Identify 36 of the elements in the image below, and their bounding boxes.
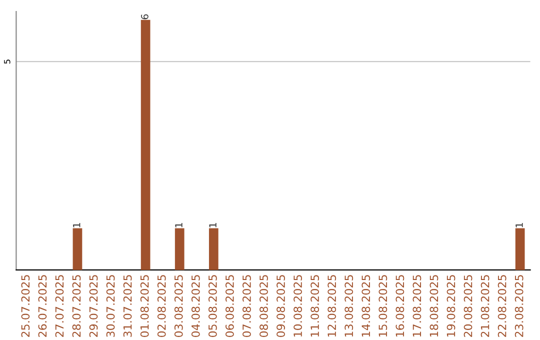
x-tick-label: 25.07.2025 xyxy=(21,275,30,337)
x-tick-label: 18.08.2025 xyxy=(430,275,438,337)
x-tick-label: 01.08.2025 xyxy=(140,275,149,338)
x-tick-label: 20.08.2025 xyxy=(464,275,472,337)
x-tick-label: 12.08.2025 xyxy=(328,275,336,337)
x-tick-label: 29.07.2025 xyxy=(89,275,98,337)
x-tick-label: 27.07.2025 xyxy=(55,275,64,337)
x-tick-label: 10.08.2025 xyxy=(294,275,302,337)
x-tick-label: 21.08.2025 xyxy=(480,275,490,337)
x-tick-label: 14.08.2025 xyxy=(362,275,370,337)
x-tick-label: 05.08.2025 xyxy=(208,275,217,338)
x-tick-label: 31.07.2025 xyxy=(123,275,132,337)
x-tick-label: 11.08.2025 xyxy=(310,275,320,337)
x-tick-label: 03.08.2025 xyxy=(174,275,183,338)
x-tick-label: 09.08.2025 xyxy=(276,275,285,338)
x-tick-label: 08.08.2025 xyxy=(260,275,268,338)
data-label: 6 xyxy=(141,14,148,20)
x-tick-label: 06.08.2025 xyxy=(226,275,234,338)
x-tick-label: 15.08.2025 xyxy=(378,275,388,337)
x-tick-label: 22.08.2025 xyxy=(498,275,506,337)
data-label: 1 xyxy=(209,222,216,228)
data-label: 1 xyxy=(516,222,523,228)
x-tick-label: 16.08.2025 xyxy=(396,275,404,337)
x-tick-label: 26.07.2025 xyxy=(38,275,47,337)
x-tick-label: 19.08.2025 xyxy=(446,275,456,337)
x-tick-label: 30.07.2025 xyxy=(106,275,115,337)
data-label: 1 xyxy=(175,222,182,228)
y-tick-label: 5 xyxy=(4,60,10,64)
x-tick-label: 07.08.2025 xyxy=(242,275,251,338)
x-tick-label: 17.08.2025 xyxy=(412,275,422,337)
x-tick-label: 13.08.2025 xyxy=(344,275,354,337)
x-tick-label: 28.07.2025 xyxy=(72,275,81,337)
data-label: 1 xyxy=(73,222,80,228)
x-tick-label: 04.08.2025 xyxy=(191,275,200,338)
x-tick-label: 02.08.2025 xyxy=(157,275,166,338)
x-tick-label: 23.08.2025 xyxy=(514,275,524,337)
